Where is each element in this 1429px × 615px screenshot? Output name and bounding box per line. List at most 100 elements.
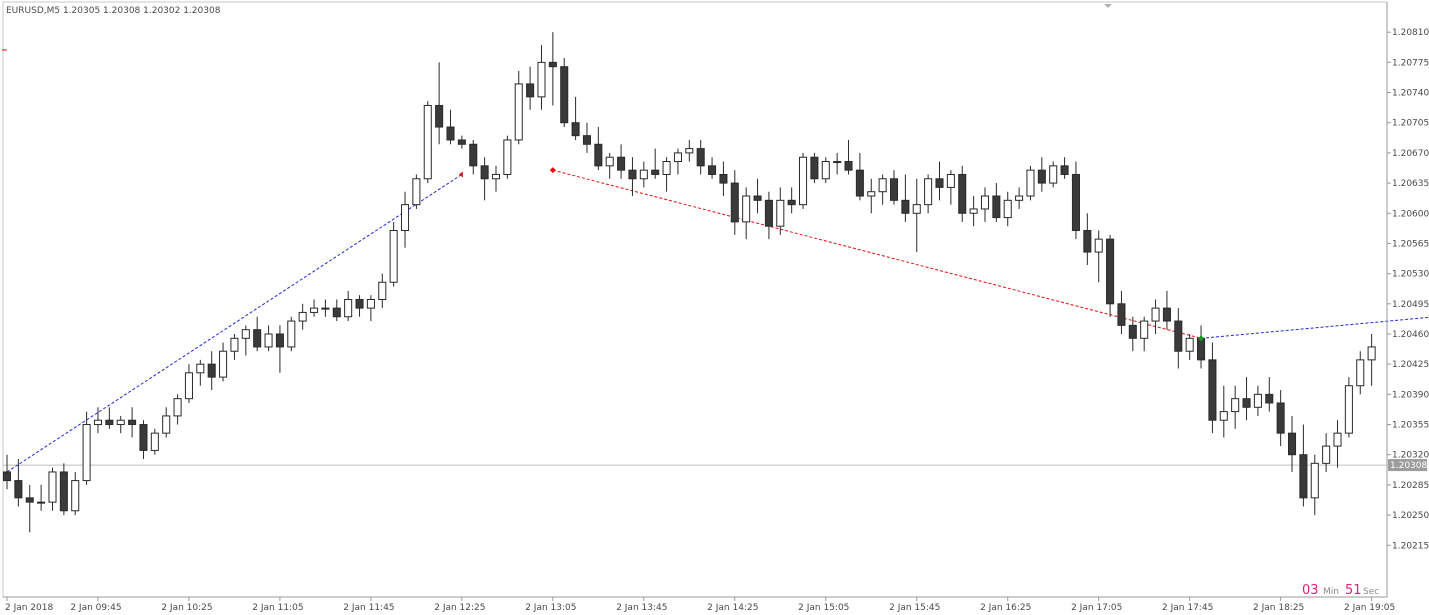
candle-body-bear <box>139 424 148 451</box>
candle <box>139 420 148 460</box>
candle-body-bear <box>59 471 68 512</box>
candle-body-bull <box>344 299 353 318</box>
timer-sec-label: Sec <box>1363 587 1379 597</box>
current-price-tag <box>1388 459 1427 472</box>
y-tick-label: 1.20810 <box>1392 28 1429 38</box>
trendline-red[interactable] <box>552 169 1202 339</box>
candle-body-bear <box>14 480 23 499</box>
candle-body-bull <box>173 398 182 417</box>
candle-body-bull <box>1253 393 1262 408</box>
candle <box>37 484 46 511</box>
x-tick-label: 2 Jan 2018 <box>5 603 53 613</box>
candle-body-bear <box>1265 393 1274 404</box>
candle <box>71 471 80 516</box>
trendlines <box>6 169 1429 473</box>
candle <box>446 109 455 145</box>
candle-body-bull <box>1094 238 1103 253</box>
x-tick-label: 2 Jan 09:45 <box>70 603 121 613</box>
candle <box>1049 161 1058 188</box>
candle <box>912 178 921 253</box>
y-tick-label: 1.20530 <box>1392 270 1429 280</box>
candle-body-bull <box>742 195 751 223</box>
candle-body-bull <box>1344 385 1353 434</box>
candle <box>889 170 899 205</box>
candle-body-bull <box>799 156 808 206</box>
candle <box>93 407 103 434</box>
y-tick-label: 1.20250 <box>1392 511 1429 521</box>
candle-body-bear <box>1174 320 1183 352</box>
candle <box>992 183 1001 222</box>
candle-body-bull <box>946 173 955 188</box>
candle-body-bear <box>719 173 728 184</box>
candle <box>867 178 876 214</box>
candle-body-bull <box>378 281 387 301</box>
candle-body-bull <box>867 191 876 197</box>
y-tick-label: 1.20740 <box>1392 89 1429 99</box>
candle-body-bull <box>93 419 103 426</box>
candle <box>469 139 478 175</box>
candle <box>162 407 171 438</box>
candle <box>1083 213 1092 266</box>
y-tick-label: 1.20565 <box>1392 239 1429 249</box>
candle <box>1060 157 1069 179</box>
candle-body-bull <box>491 173 501 180</box>
candle-body-bear <box>435 104 444 128</box>
trendline-blue[interactable] <box>6 174 463 473</box>
candle <box>673 148 682 175</box>
candle <box>1117 290 1126 334</box>
trendline-blue[interactable] <box>1201 269 1429 339</box>
candle-body-bull <box>514 83 523 141</box>
candle <box>196 359 205 386</box>
candle <box>651 148 660 179</box>
candle-body-bull <box>1310 462 1319 499</box>
y-tick-label: 1.20600 <box>1392 209 1429 219</box>
candle-body-bull <box>980 195 990 210</box>
candle-body-bull <box>241 329 250 339</box>
chart-shift-icon[interactable] <box>1104 4 1112 8</box>
candle <box>844 139 853 175</box>
candle <box>1253 385 1262 416</box>
candle-body-bear <box>469 143 478 167</box>
candle-body-bear <box>25 497 34 503</box>
y-tick-label: 1.20775 <box>1392 58 1429 68</box>
candle-body-bear <box>571 122 580 137</box>
x-tick-label: 2 Jan 10:25 <box>161 603 212 613</box>
candle <box>275 325 284 373</box>
candle-body-bear <box>1197 337 1206 361</box>
candle-body-bear <box>275 333 284 348</box>
x-tick-label: 2 Jan 14:25 <box>707 603 758 613</box>
candle-body-bear <box>1287 432 1297 456</box>
candle-body-bear <box>901 199 910 214</box>
y-tick-label: 1.20390 <box>1392 390 1429 400</box>
candle <box>582 122 591 153</box>
candle <box>184 364 193 403</box>
y-tick-label: 1.20705 <box>1392 119 1429 129</box>
candle <box>1242 377 1251 421</box>
candle-body-bull <box>1231 398 1240 413</box>
candle <box>742 187 751 240</box>
candle <box>719 161 728 197</box>
candle-body-bear <box>617 156 626 171</box>
candle <box>503 135 512 179</box>
y-tick-label: 1.20215 <box>1392 541 1429 551</box>
candle-body-bull <box>685 148 694 154</box>
x-tick-label: 2 Jan 19:05 <box>1344 603 1395 613</box>
candle <box>116 415 125 434</box>
candle-body-bull <box>833 161 842 164</box>
candle-body-bear <box>1060 165 1069 175</box>
candle-body-bear <box>1083 230 1092 253</box>
candle-body-bull <box>82 424 91 482</box>
candle <box>344 290 353 322</box>
candle <box>412 174 421 209</box>
candle <box>526 66 535 110</box>
candle-body-bull <box>776 199 785 227</box>
x-tick-label: 2 Jan 17:45 <box>1162 603 1213 613</box>
candle <box>1333 420 1342 468</box>
candle <box>1310 454 1319 516</box>
candle <box>878 174 887 205</box>
candle-body-bear <box>1299 454 1308 499</box>
candle <box>59 463 68 516</box>
candle <box>1322 433 1331 472</box>
